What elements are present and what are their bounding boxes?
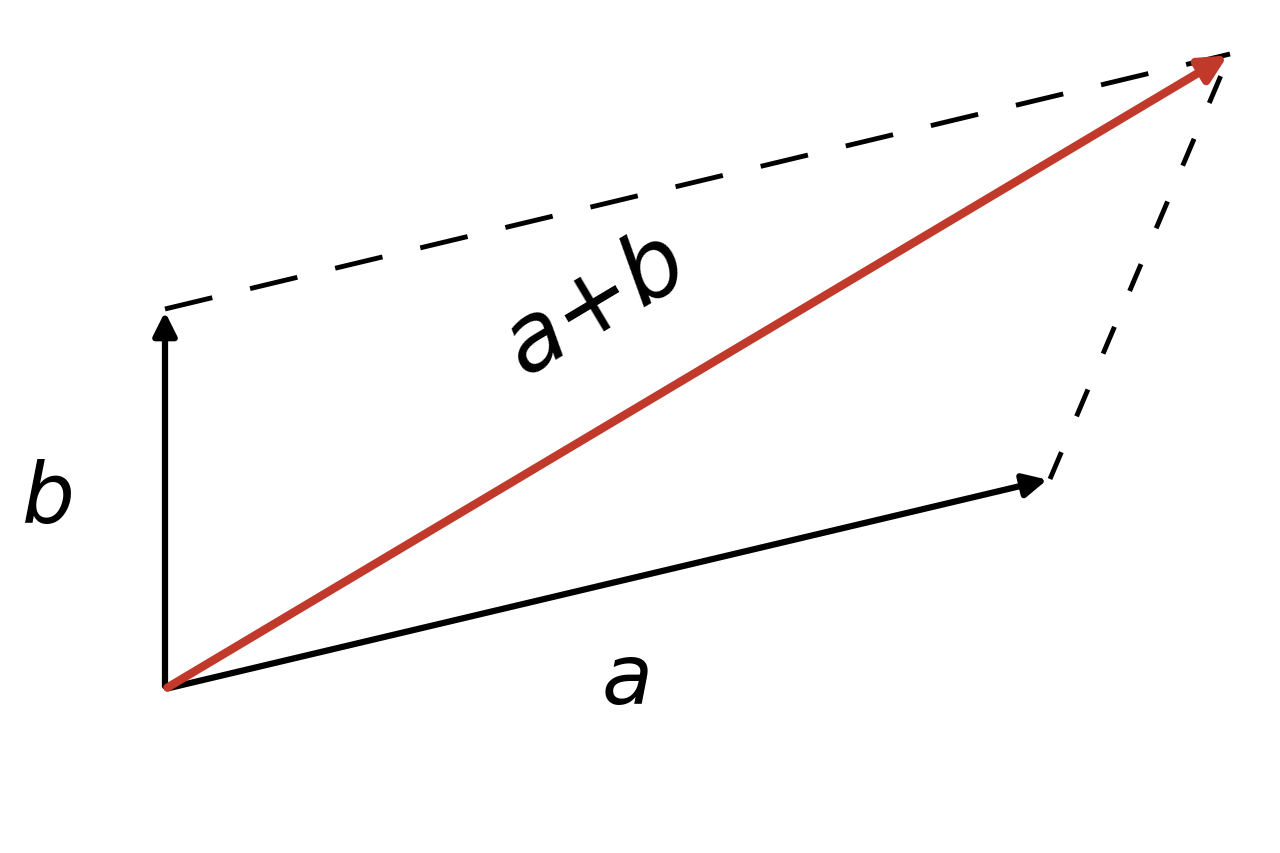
- Text: a: a: [602, 639, 653, 720]
- Text: b: b: [22, 459, 76, 540]
- Text: a+b: a+b: [486, 213, 703, 392]
